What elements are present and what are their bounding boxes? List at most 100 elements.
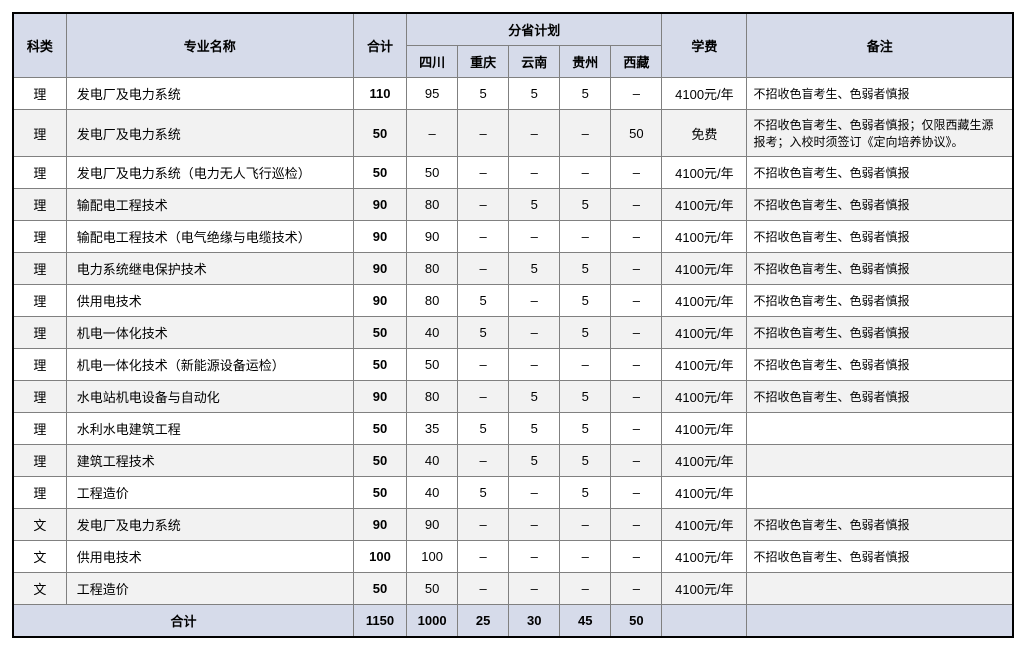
cell-remark: 不招收色盲考生、色弱者慎报 <box>747 509 1013 541</box>
cell-fee: 4100元/年 <box>662 509 747 541</box>
cell-prov-3: 5 <box>560 413 611 445</box>
cell-category: 文 <box>13 509 66 541</box>
cell-prov-2: 5 <box>509 253 560 285</box>
cell-prov-1: – <box>458 349 509 381</box>
cell-prov-4: – <box>611 573 662 605</box>
cell-major: 机电一体化技术 <box>66 317 353 349</box>
table-row: 理机电一体化技术50405–5–4100元/年不招收色盲考生、色弱者慎报 <box>13 317 1013 349</box>
cell-fee: 4100元/年 <box>662 221 747 253</box>
cell-prov-0: 40 <box>407 317 458 349</box>
cell-prov-0: 90 <box>407 509 458 541</box>
table-row: 理机电一体化技术（新能源设备运检）5050––––4100元/年不招收色盲考生、… <box>13 349 1013 381</box>
cell-category: 理 <box>13 221 66 253</box>
cell-total: 90 <box>353 253 406 285</box>
cell-major: 机电一体化技术（新能源设备运检） <box>66 349 353 381</box>
table-row: 文工程造价5050––––4100元/年 <box>13 573 1013 605</box>
cell-fee: 4100元/年 <box>662 285 747 317</box>
cell-prov-2: 5 <box>509 78 560 110</box>
cell-prov-1: – <box>458 381 509 413</box>
cell-remark: 不招收色盲考生、色弱者慎报 <box>747 189 1013 221</box>
table-row: 文供用电技术100100––––4100元/年不招收色盲考生、色弱者慎报 <box>13 541 1013 573</box>
cell-remark: 不招收色盲考生、色弱者慎报 <box>747 381 1013 413</box>
cell-prov-3: 5 <box>560 477 611 509</box>
cell-total: 50 <box>353 573 406 605</box>
cell-fee: 4100元/年 <box>662 381 747 413</box>
cell-prov-1: 5 <box>458 413 509 445</box>
cell-fee: 4100元/年 <box>662 477 747 509</box>
th-fee: 学费 <box>662 13 747 78</box>
cell-prov-0: 80 <box>407 189 458 221</box>
cell-prov-1: – <box>458 573 509 605</box>
cell-prov-3: – <box>560 541 611 573</box>
cell-prov-3: – <box>560 221 611 253</box>
cell-fee: 4100元/年 <box>662 349 747 381</box>
table-header: 科类 专业名称 合计 分省计划 学费 备注 四川 重庆 云南 贵州 西藏 <box>13 13 1013 78</box>
cell-fee: 4100元/年 <box>662 573 747 605</box>
cell-major: 电力系统继电保护技术 <box>66 253 353 285</box>
cell-prov-0: 50 <box>407 349 458 381</box>
cell-total: 50 <box>353 349 406 381</box>
cell-category: 理 <box>13 157 66 189</box>
cell-major: 建筑工程技术 <box>66 445 353 477</box>
table-row: 理发电厂及电力系统11095555–4100元/年不招收色盲考生、色弱者慎报 <box>13 78 1013 110</box>
cell-prov-4: – <box>611 445 662 477</box>
enrollment-table: 科类 专业名称 合计 分省计划 学费 备注 四川 重庆 云南 贵州 西藏 理发电… <box>12 12 1014 638</box>
cell-total: 50 <box>353 157 406 189</box>
cell-total: 110 <box>353 78 406 110</box>
cell-prov-3: – <box>560 349 611 381</box>
cell-fee: 4100元/年 <box>662 189 747 221</box>
cell-prov-4: – <box>611 381 662 413</box>
cell-prov-2: – <box>509 317 560 349</box>
table-row: 理水电站机电设备与自动化9080–55–4100元/年不招收色盲考生、色弱者慎报 <box>13 381 1013 413</box>
cell-major: 发电厂及电力系统（电力无人飞行巡检） <box>66 157 353 189</box>
totals-row: 合计1150100025304550 <box>13 605 1013 638</box>
cell-remark: 不招收色盲考生、色弱者慎报 <box>747 221 1013 253</box>
cell-category: 理 <box>13 381 66 413</box>
cell-prov-2: – <box>509 349 560 381</box>
cell-fee: 免费 <box>662 110 747 157</box>
cell-total: 90 <box>353 221 406 253</box>
cell-prov-2: 5 <box>509 189 560 221</box>
cell-prov-3: 5 <box>560 189 611 221</box>
totals-remark <box>747 605 1013 638</box>
cell-prov-1: – <box>458 157 509 189</box>
cell-major: 工程造价 <box>66 477 353 509</box>
cell-category: 理 <box>13 413 66 445</box>
cell-category: 理 <box>13 189 66 221</box>
cell-category: 理 <box>13 445 66 477</box>
cell-category: 理 <box>13 253 66 285</box>
table-row: 理供用电技术90805–5–4100元/年不招收色盲考生、色弱者慎报 <box>13 285 1013 317</box>
cell-major: 发电厂及电力系统 <box>66 110 353 157</box>
cell-total: 90 <box>353 189 406 221</box>
cell-major: 水电站机电设备与自动化 <box>66 381 353 413</box>
cell-prov-0: 40 <box>407 445 458 477</box>
cell-prov-4: – <box>611 221 662 253</box>
cell-prov-3: 5 <box>560 285 611 317</box>
cell-major: 供用电技术 <box>66 541 353 573</box>
cell-prov-2: – <box>509 573 560 605</box>
cell-total: 50 <box>353 477 406 509</box>
cell-prov-3: – <box>560 157 611 189</box>
table-body: 理发电厂及电力系统11095555–4100元/年不招收色盲考生、色弱者慎报理发… <box>13 78 1013 638</box>
totals-prov-1: 25 <box>458 605 509 638</box>
cell-prov-4: – <box>611 78 662 110</box>
cell-prov-1: – <box>458 509 509 541</box>
cell-prov-1: – <box>458 189 509 221</box>
cell-major: 工程造价 <box>66 573 353 605</box>
cell-prov-3: 5 <box>560 253 611 285</box>
cell-prov-2: – <box>509 110 560 157</box>
cell-fee: 4100元/年 <box>662 445 747 477</box>
cell-remark: 不招收色盲考生、色弱者慎报 <box>747 157 1013 189</box>
cell-fee: 4100元/年 <box>662 253 747 285</box>
cell-prov-2: 5 <box>509 413 560 445</box>
cell-prov-3: – <box>560 110 611 157</box>
cell-remark: 不招收色盲考生、色弱者慎报 <box>747 78 1013 110</box>
cell-prov-2: – <box>509 509 560 541</box>
cell-prov-0: 100 <box>407 541 458 573</box>
cell-fee: 4100元/年 <box>662 541 747 573</box>
cell-fee: 4100元/年 <box>662 78 747 110</box>
th-category: 科类 <box>13 13 66 78</box>
cell-category: 理 <box>13 285 66 317</box>
th-prov-3: 贵州 <box>560 46 611 78</box>
cell-remark: 不招收色盲考生、色弱者慎报 <box>747 253 1013 285</box>
